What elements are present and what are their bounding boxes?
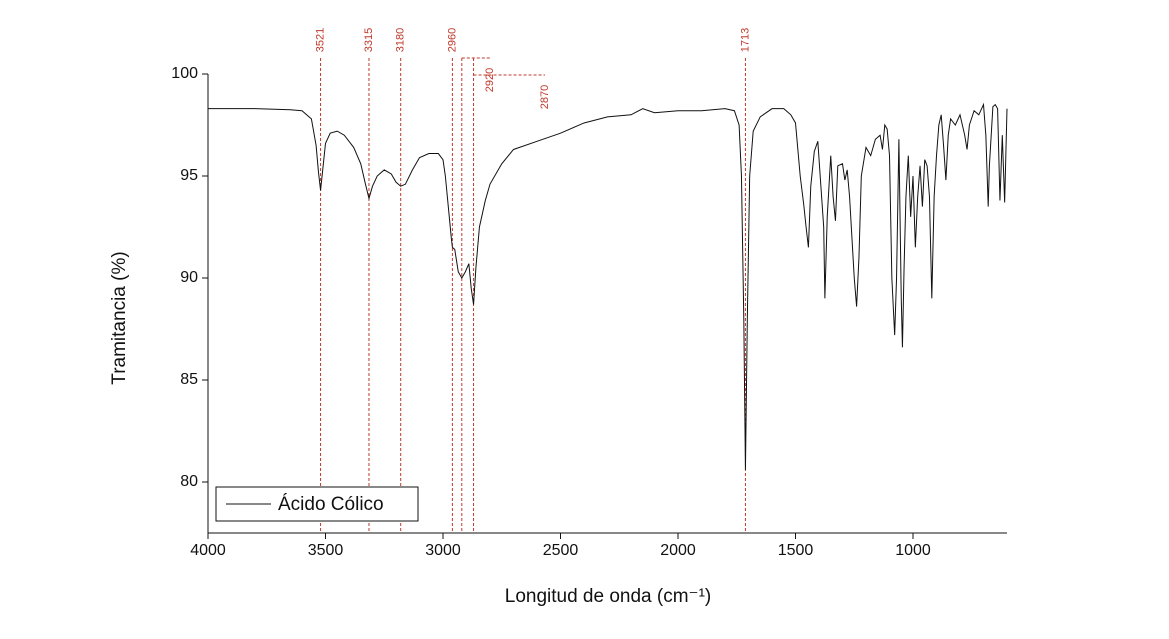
y-tick-label: 90: [180, 269, 198, 286]
peak-label: 3521: [314, 28, 326, 52]
x-tick-label: 2000: [660, 542, 696, 559]
peak-label: 2870: [539, 85, 551, 109]
y-tick-label: 95: [180, 167, 198, 184]
x-axis-label: Longitud de onda (cm⁻¹): [505, 586, 711, 607]
peak-label: 2920: [484, 68, 496, 92]
x-tick-label: 3500: [308, 542, 344, 559]
peak-label: 2960: [446, 28, 458, 52]
x-tick-label: 4000: [190, 542, 226, 559]
legend-label: Ácido Cólico: [278, 494, 384, 515]
spectrum-line: [208, 102, 1008, 470]
x-tick-label: 3000: [425, 542, 461, 559]
y-tick-label: 100: [171, 65, 198, 82]
y-tick-label: 80: [180, 473, 198, 490]
y-tick-label: 85: [180, 371, 198, 388]
x-tick-label: 1500: [778, 542, 814, 559]
peak-label: 1713: [739, 28, 751, 52]
peak-label: 3315: [363, 28, 375, 52]
y-axis-label: Tramitancia (%): [109, 251, 130, 384]
x-tick-label: 1000: [895, 542, 931, 559]
x-tick-label: 2500: [543, 542, 579, 559]
peak-label: 3180: [395, 28, 407, 52]
